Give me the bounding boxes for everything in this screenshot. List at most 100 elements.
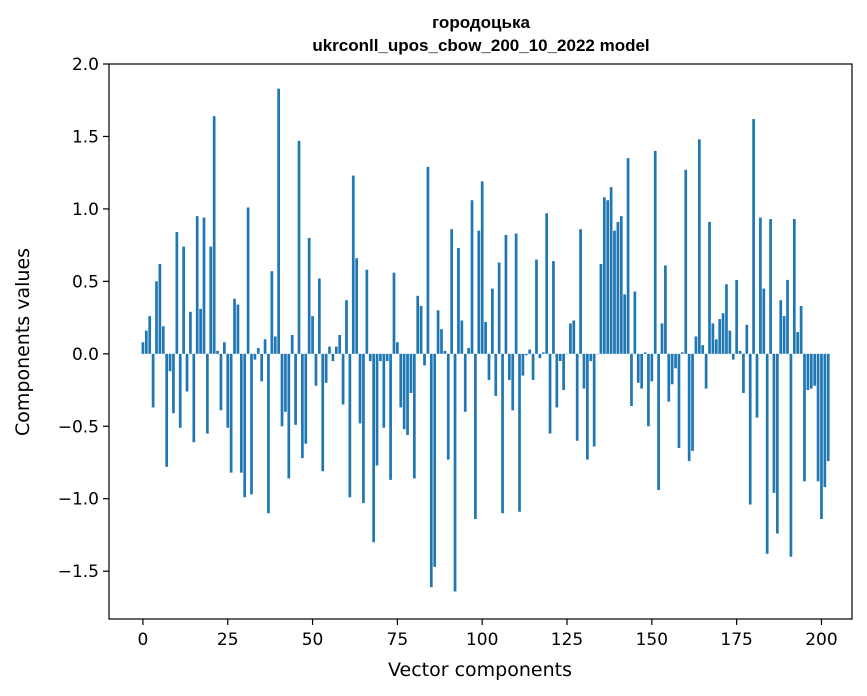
bar-72 — [385, 353, 389, 362]
bar-146 — [636, 353, 640, 383]
bar-113 — [524, 353, 528, 356]
bar-9 — [172, 353, 175, 414]
bar-40 — [277, 88, 280, 354]
bar-118 — [541, 352, 545, 354]
bar-20 — [209, 246, 213, 354]
x-axis-label: Vector components — [388, 659, 572, 681]
bar-123 — [558, 353, 562, 362]
bar-88 — [440, 329, 443, 354]
bar-85 — [429, 353, 433, 588]
bar-183 — [762, 288, 766, 354]
bar-186 — [772, 353, 776, 493]
bar-112 — [521, 353, 525, 376]
chart-title: городоцька — [432, 13, 530, 32]
bar-137 — [606, 200, 610, 354]
bar-48 — [304, 353, 308, 444]
bar-12 — [182, 246, 185, 354]
y-tick-label: 1.0 — [72, 200, 99, 220]
bar-138 — [609, 187, 613, 354]
bar-169 — [714, 339, 718, 354]
y-tick-label: −1.5 — [58, 562, 99, 582]
bar-159 — [681, 352, 684, 354]
bar-43 — [287, 353, 291, 479]
bar-97 — [470, 200, 474, 354]
bar-101 — [484, 321, 487, 354]
bar-170 — [718, 319, 722, 354]
bar-167 — [708, 221, 711, 354]
bar-98 — [474, 353, 477, 520]
bar-78 — [406, 353, 409, 435]
bar-53 — [321, 353, 325, 472]
bar-160 — [684, 169, 688, 354]
bar-184 — [765, 353, 769, 554]
bar-194 — [799, 306, 803, 354]
bar-49 — [307, 237, 311, 354]
bar-162 — [691, 353, 694, 451]
bar-178 — [745, 324, 749, 354]
bar-114 — [528, 349, 532, 354]
bar-94 — [460, 320, 464, 354]
bar-102 — [487, 353, 491, 380]
x-tick-label: 0 — [138, 630, 149, 650]
bar-149 — [647, 353, 650, 427]
bar-35 — [260, 353, 264, 382]
bar-16 — [195, 216, 199, 354]
bar-73 — [389, 353, 392, 480]
bar-77 — [402, 353, 406, 430]
bar-164 — [697, 139, 701, 354]
bar-158 — [677, 353, 681, 449]
bar-100 — [480, 181, 484, 354]
bar-143 — [626, 158, 630, 354]
bar-41 — [280, 353, 284, 427]
bar-110 — [514, 233, 518, 354]
bar-31 — [246, 207, 250, 354]
bar-153 — [660, 323, 664, 354]
bar-197 — [809, 353, 813, 389]
bar-140 — [616, 221, 620, 354]
bar-30 — [243, 353, 247, 498]
bar-27 — [233, 298, 236, 354]
bar-179 — [748, 353, 752, 505]
bar-63 — [355, 258, 359, 354]
bar-190 — [786, 279, 789, 354]
bar-111 — [518, 353, 521, 512]
bar-38 — [270, 271, 274, 354]
bar-91 — [450, 229, 454, 354]
bar-45 — [294, 353, 297, 425]
bar-104 — [494, 353, 498, 396]
bar-196 — [806, 353, 810, 391]
x-tick-label: 75 — [387, 630, 409, 650]
y-tick-label: 1.5 — [72, 127, 99, 147]
bar-19 — [206, 353, 209, 434]
bar-14 — [189, 311, 192, 354]
bar-52 — [317, 278, 321, 354]
bar-23 — [219, 353, 223, 411]
y-axis-ticks: 2.0 1.5 1.0 0.5 0.0 −0.5 −1.0 −1.5 — [58, 55, 109, 582]
bar-144 — [630, 353, 633, 406]
bar-54 — [324, 353, 328, 383]
bar-119 — [545, 213, 549, 354]
y-tick-label: −1.0 — [58, 490, 99, 510]
bar-44 — [290, 334, 294, 354]
y-tick-label: −0.5 — [58, 417, 99, 437]
bar-39 — [273, 336, 277, 354]
bar-60 — [345, 300, 348, 354]
bar-90 — [446, 353, 450, 460]
bar-136 — [602, 197, 606, 354]
bar-95 — [463, 353, 467, 412]
bar-6 — [161, 326, 165, 354]
bar-135 — [599, 263, 603, 354]
bar-115 — [531, 353, 535, 380]
y-tick-label: 2.0 — [72, 55, 99, 75]
bar-42 — [284, 353, 287, 412]
bar-117 — [538, 353, 542, 359]
bar-120 — [548, 353, 552, 434]
bar-69 — [375, 353, 379, 466]
bar-193 — [796, 332, 800, 354]
bar-165 — [701, 345, 705, 354]
bar-75 — [396, 342, 399, 354]
y-tick-label: 0.0 — [72, 345, 99, 365]
bar-198 — [813, 353, 817, 386]
bar-107 — [504, 234, 508, 354]
